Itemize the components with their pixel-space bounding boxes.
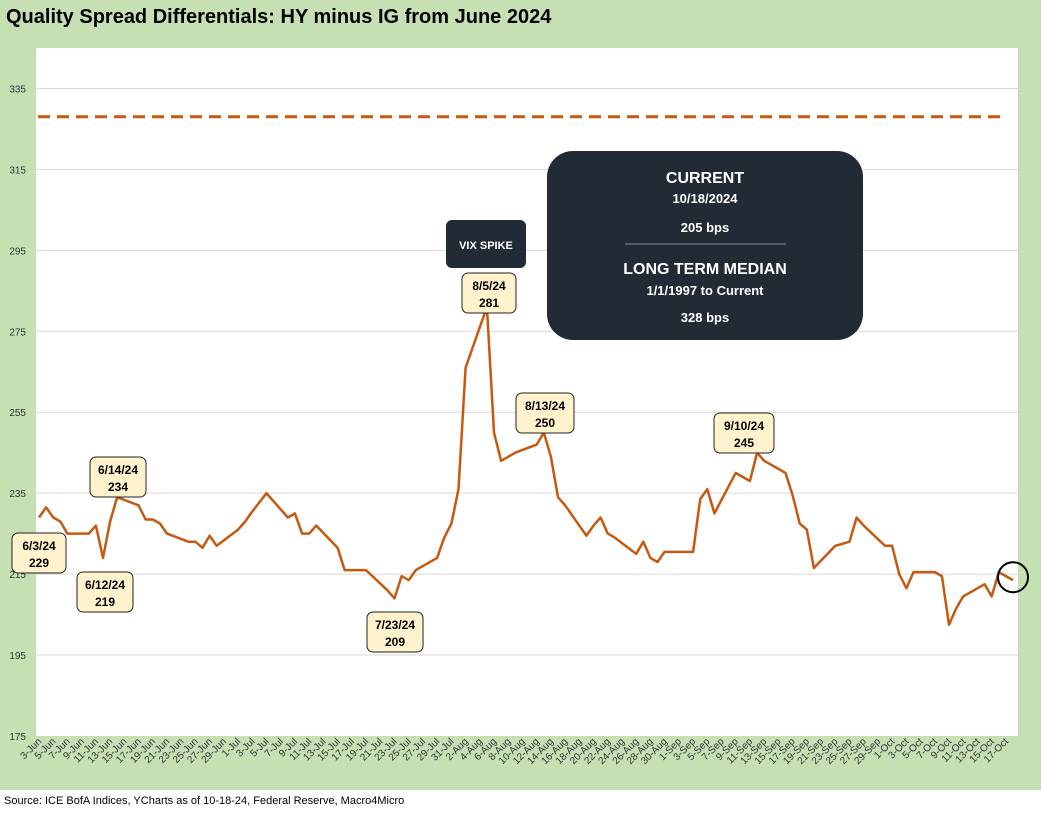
vix-spike-label: VIX SPIKE [446,220,526,268]
info-box-background [547,151,863,340]
y-tick-label: 255 [9,408,26,419]
x-axis-ticks: 3-Jun5-Jun7-Jun9-Jun11-Jun13-Jun15-Jun17… [19,736,1012,767]
info-median-period: 1/1/1997 to Current [646,283,764,298]
info-median-value: 328 bps [681,310,729,325]
y-tick-label: 295 [9,246,26,257]
annotation-box [515,392,575,434]
annotation-date: 8/5/24 [472,279,506,293]
info-current-date: 10/18/2024 [672,191,738,206]
annotation-9-10-24: 9/10/24 245 [713,412,775,454]
annotation-date: 9/10/24 [724,419,764,433]
annotation-value: 234 [108,480,128,494]
annotation-value: 281 [479,296,499,310]
annotation-date: 6/14/24 [98,463,138,477]
y-tick-label: 315 [9,165,26,176]
annotation-6-14-24: 6/14/24 234 [89,456,147,498]
annotation-date: 8/13/24 [525,399,565,413]
y-tick-label: 215 [9,570,26,581]
info-median-heading: LONG TERM MEDIAN [623,261,787,278]
y-tick-label: 275 [9,327,26,338]
annotation-value: 229 [29,556,49,570]
annotation-value: 250 [535,416,555,430]
annotation-date: 6/12/24 [85,578,125,592]
annotation-6-3-24: 6/3/24 229 [11,532,67,574]
y-tick-label: 235 [9,489,26,500]
info-box: CURRENT 10/18/2024 205 bps LONG TERM MED… [547,151,863,340]
annotation-date: 6/3/24 [22,539,56,553]
annotation-box [366,611,424,653]
annotation-8-13-24: 8/13/24 250 [515,392,575,434]
y-tick-label: 335 [9,84,26,95]
gridlines [36,87,1018,656]
annotation-date: 7/23/24 [375,618,415,632]
annotation-value: 209 [385,635,405,649]
annotation-value: 245 [734,436,754,450]
current-point-circle-marker [997,561,1029,594]
annotation-value: 219 [95,595,115,609]
y-axis-ticks: 175 195 215 235 255 275 295 315 335 [9,84,26,743]
annotation-box [461,272,517,314]
y-tick-label: 195 [9,651,26,662]
info-current-heading: CURRENT [666,170,744,187]
annotation-box [89,456,147,498]
annotation-8-5-24: 8/5/24 281 [461,272,517,314]
annotation-7-23-24: 7/23/24 209 [366,611,424,653]
annotation-box [713,412,775,454]
source-note: Source: ICE BofA Indices, YCharts as of … [4,795,405,807]
vix-spike-text: VIX SPIKE [459,240,513,252]
series-line-hy-minus-ig [37,305,1014,626]
annotation-6-12-24: 6/12/24 219 [76,571,134,613]
info-current-value: 205 bps [681,220,729,235]
chart-title: Quality Spread Differentials: HY minus I… [6,6,552,28]
annotation-box [11,532,67,574]
vix-spike-box [446,220,526,268]
y-tick-label: 175 [9,732,26,743]
annotation-box [76,571,134,613]
